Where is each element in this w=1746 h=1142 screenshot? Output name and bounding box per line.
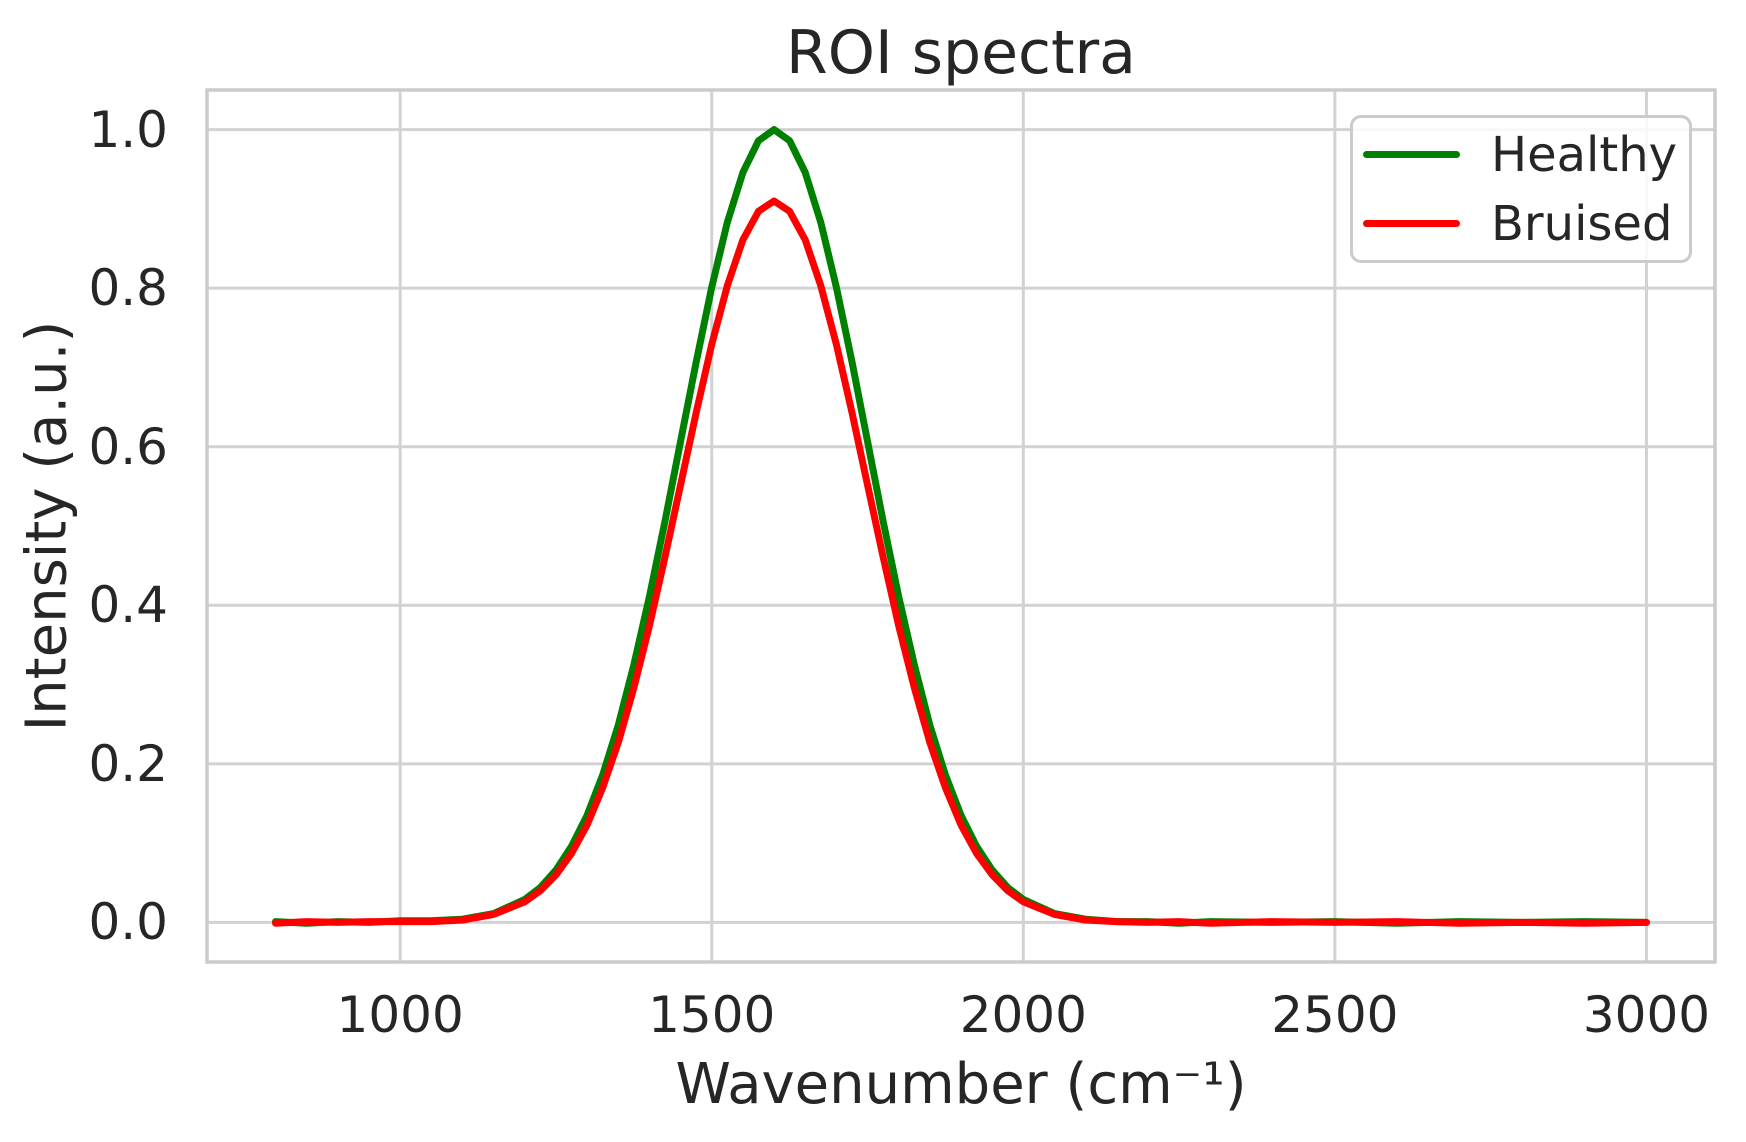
plot-border	[205, 88, 1717, 964]
y-tick-label: 0.6	[88, 417, 168, 476]
legend-item-bruised: Bruised	[1363, 189, 1689, 258]
y-tick-label: 1.0	[88, 100, 168, 159]
legend-line-sample	[1363, 220, 1460, 227]
x-tick-label: 1500	[648, 986, 776, 1044]
legend-label: Bruised	[1491, 195, 1673, 252]
legend: Healthy Bruised	[1350, 115, 1692, 263]
data-series	[272, 126, 1650, 927]
y-tick-label: 0.4	[88, 576, 168, 635]
legend-line-sample	[1363, 151, 1460, 158]
legend-label: Healthy	[1491, 126, 1678, 183]
plot-area	[205, 88, 1717, 964]
x-axis-label: Wavenumber (cm⁻¹)	[675, 1052, 1247, 1117]
x-tick-label: 3000	[1582, 986, 1711, 1044]
legend-item-healthy: Healthy	[1363, 120, 1689, 189]
bruised-curve	[272, 197, 1650, 927]
y-tick-label: 0.2	[88, 734, 168, 793]
x-tick-label: 2000	[959, 986, 1087, 1044]
x-tick-label: 2500	[1271, 986, 1399, 1044]
y-axis-label: Intensity (a.u.)	[14, 320, 80, 732]
chart-title: ROI spectra	[786, 18, 1136, 88]
y-tick-label: 0.0	[88, 893, 168, 952]
x-tick-label: 1000	[336, 986, 464, 1044]
y-tick-label: 0.8	[88, 259, 168, 318]
